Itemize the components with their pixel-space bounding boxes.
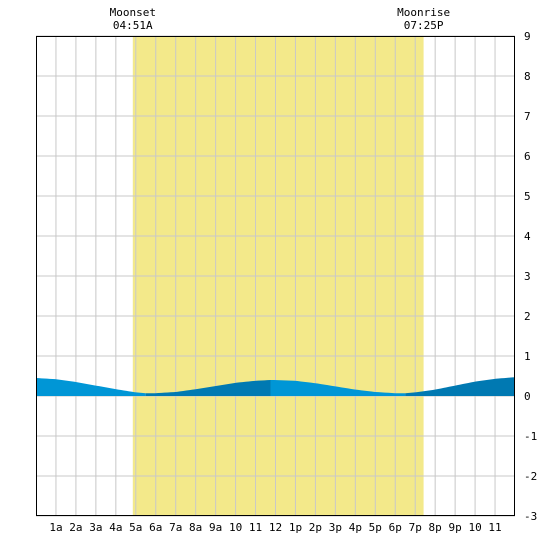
y-tick-label: 2 — [524, 310, 531, 323]
x-tick-label: 1a — [49, 521, 62, 534]
x-tick-label: 6a — [149, 521, 162, 534]
frame-layer — [36, 36, 515, 516]
y-tick-label: -3 — [524, 510, 537, 523]
x-tick-label: 2a — [69, 521, 82, 534]
tide-area-segment — [405, 377, 515, 396]
x-tick-label: 10 — [229, 521, 242, 534]
moon-event-time: 04:51A — [113, 19, 153, 32]
y-tick-label: -1 — [524, 430, 537, 443]
x-tick-label: 3p — [329, 521, 342, 534]
y-tick-label: 0 — [524, 390, 531, 403]
moon-event-label: Moonrise — [397, 6, 450, 19]
x-tick-label: 10 — [468, 521, 481, 534]
tide-area-segment — [36, 378, 146, 396]
tide-layer — [36, 377, 515, 396]
x-tick-label: 5p — [369, 521, 382, 534]
y-tick-label: 8 — [524, 70, 531, 83]
y-tick-label: -2 — [524, 470, 537, 483]
y-tick-label: 3 — [524, 270, 531, 283]
x-tick-label: 11 — [249, 521, 262, 534]
x-tick-label: 6p — [389, 521, 402, 534]
y-tick-label: 9 — [524, 30, 531, 43]
x-tick-label: 8a — [189, 521, 202, 534]
y-tick-label: 5 — [524, 190, 531, 203]
x-tick-labels: 1a 2a 3a 4a 5a 6a 7a 8a 9a 10 11 12 1p 2p 3p 4p 5p 6p 7p 8p… — [49, 521, 501, 534]
x-tick-label: 12 — [269, 521, 282, 534]
y-tick-label: 6 — [524, 150, 531, 163]
x-tick-label: 9a — [209, 521, 222, 534]
x-tick-label: 4a — [109, 521, 122, 534]
tide-area-segment — [145, 380, 271, 396]
y-tick-label: 1 — [524, 350, 531, 363]
y-tick-labels: 9 8 7 6 5 4 3 2 1 0 -1 -2 -3 — [524, 30, 537, 523]
x-tick-label: 3a — [89, 521, 102, 534]
plot-frame — [36, 36, 515, 516]
grid-layer — [36, 35, 515, 517]
x-tick-label: 9p — [449, 521, 462, 534]
moon-event-time: 07:25P — [404, 19, 444, 32]
moon-event-label: Moonset — [110, 6, 156, 19]
x-tick-label: 8p — [429, 521, 442, 534]
y-tick-label: 4 — [524, 230, 531, 243]
x-tick-label: 5a — [129, 521, 142, 534]
tide-area-segment — [270, 380, 406, 396]
x-tick-label: 2p — [309, 521, 322, 534]
x-tick-label: 7p — [409, 521, 422, 534]
y-tick-label: 7 — [524, 110, 531, 123]
x-tick-label: 4p — [349, 521, 362, 534]
x-tick-label: 11 — [488, 521, 501, 534]
x-tick-label: 7a — [169, 521, 182, 534]
x-tick-label: 1p — [289, 521, 302, 534]
